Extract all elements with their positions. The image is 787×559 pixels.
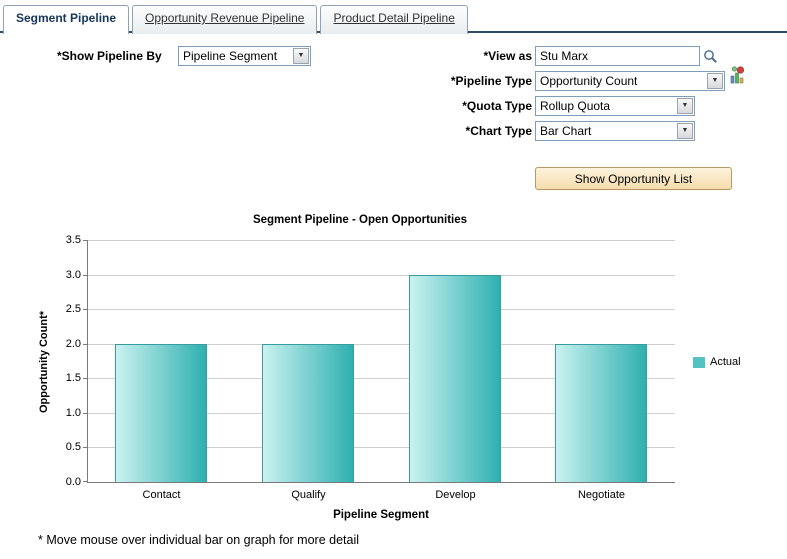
gridline: [88, 275, 675, 276]
bar-qualify[interactable]: [262, 344, 354, 482]
pipeline-type-select[interactable]: Opportunity Count ▼: [535, 71, 725, 91]
y-tick-label: 1.0: [65, 407, 81, 419]
lookup-magnifier-icon[interactable]: [703, 49, 718, 64]
tab-product-detail-pipeline[interactable]: Product Detail Pipeline: [320, 5, 468, 34]
gridline: [88, 309, 675, 310]
legend-swatch-actual: [693, 356, 705, 368]
y-tick-mark: [83, 275, 88, 276]
chart-type-select[interactable]: Bar Chart ▼: [535, 121, 695, 141]
gridline: [88, 378, 675, 379]
y-tick-mark: [83, 447, 88, 448]
gridline: [88, 447, 675, 448]
view-as-label: *View as: [483, 49, 532, 63]
x-tick-label: Contact: [142, 489, 181, 501]
bar-negotiate[interactable]: [555, 344, 647, 482]
chart-legend: Actual: [693, 356, 741, 368]
y-tick-label: 3.0: [65, 269, 81, 281]
chevron-down-icon[interactable]: ▼: [293, 48, 309, 64]
tab-bar: Segment Pipeline Opportunity Revenue Pip…: [3, 5, 468, 34]
y-tick-mark: [83, 344, 88, 345]
legend-label-actual: Actual: [710, 356, 741, 368]
chart-type-value: Bar Chart: [540, 124, 592, 138]
pipeline-type-value: Opportunity Count: [540, 74, 638, 88]
quota-type-value: Rollup Quota: [540, 99, 611, 113]
gridline: [88, 413, 675, 414]
show-pipeline-by-label: *Show Pipeline By: [57, 49, 162, 63]
x-tick-label: Develop: [435, 489, 476, 501]
y-tick-label: 1.5: [65, 372, 81, 384]
chart-title: Segment Pipeline - Open Opportunities: [252, 214, 468, 226]
bar-contact[interactable]: [115, 344, 207, 482]
quota-type-select[interactable]: Rollup Quota ▼: [535, 96, 695, 116]
gridline: [88, 344, 675, 345]
x-axis-label: Pipeline Segment: [333, 509, 429, 521]
tab-segment-pipeline[interactable]: Segment Pipeline: [3, 5, 130, 34]
x-tick-label: Qualify: [291, 489, 326, 501]
x-tick-label: Negotiate: [577, 489, 626, 501]
y-tick-mark: [83, 240, 88, 241]
y-tick-label: 0.5: [65, 441, 81, 453]
y-tick-label: 0.0: [65, 476, 81, 488]
y-tick-mark: [83, 413, 88, 414]
show-pipeline-by-select[interactable]: Pipeline Segment ▼: [178, 46, 311, 66]
show-opportunity-list-button[interactable]: Show Opportunity List: [535, 167, 732, 190]
tab-opportunity-revenue-pipeline[interactable]: Opportunity Revenue Pipeline: [132, 5, 318, 34]
pipeline-chart-icon[interactable]: [730, 66, 745, 84]
y-tick-mark: [83, 481, 88, 482]
y-tick-mark: [83, 378, 88, 379]
segment-pipeline-chart: Segment Pipeline - Open Opportunities Op…: [35, 214, 780, 521]
y-tick-label: 2.0: [65, 338, 81, 350]
y-tick-label: 2.5: [65, 303, 81, 315]
chevron-down-icon[interactable]: ▼: [707, 73, 723, 89]
show-pipeline-by-value: Pipeline Segment: [183, 49, 278, 63]
quota-type-label: *Quota Type: [462, 99, 532, 113]
chevron-down-icon[interactable]: ▼: [677, 98, 693, 114]
view-as-input[interactable]: [535, 46, 700, 66]
chevron-down-icon[interactable]: ▼: [677, 123, 693, 139]
bar-develop[interactable]: [409, 275, 501, 482]
pipeline-type-label: *Pipeline Type: [450, 74, 532, 88]
y-tick-mark: [83, 309, 88, 310]
chart-type-label: *Chart Type: [465, 124, 532, 138]
plot-area: 0.0 0.5 1.0 1.5 2.0 2.5 3.0 3.5 Contact Qualify De…: [66, 234, 675, 501]
y-tick-label: 3.5: [65, 234, 81, 246]
chart-footnote: * Move mouse over individual bar on grap…: [38, 533, 360, 547]
gridline: [88, 240, 675, 241]
